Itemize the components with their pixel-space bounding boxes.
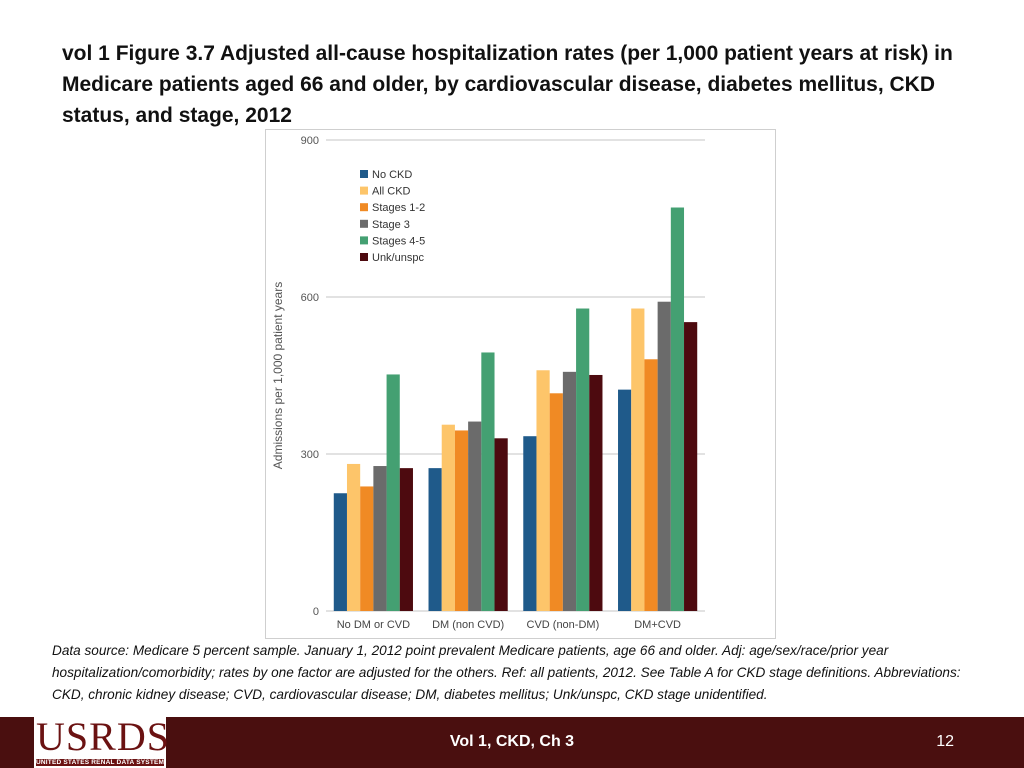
legend-label: No CKD	[372, 169, 412, 181]
logo-text: USRDS	[36, 714, 170, 759]
slide-title: vol 1 Figure 3.7 Adjusted all-cause hosp…	[62, 42, 953, 127]
bar	[536, 370, 550, 611]
bar	[576, 308, 590, 611]
legend-label: Unk/unspc	[372, 252, 424, 264]
bar	[468, 421, 482, 611]
y-tick-label: 600	[301, 292, 319, 304]
y-tick-label: 900	[301, 135, 319, 147]
bar	[428, 468, 442, 611]
bar-chart: 0 300 600 900 Admissions per 1,000 patient y…	[271, 135, 705, 631]
bar	[373, 466, 387, 611]
bar	[562, 371, 577, 611]
chart-frame: 0 300 600 900 Admissions per 1,000 patient y…	[265, 129, 776, 639]
bar	[360, 486, 374, 611]
y-tick-label: 300	[301, 449, 319, 461]
bar	[454, 430, 469, 611]
legend-swatch	[360, 170, 368, 178]
data-source-footnote: Data source: Medicare 5 percent sample. …	[52, 643, 961, 702]
footer-bar	[0, 717, 1024, 768]
bar	[670, 207, 685, 611]
legend-swatch	[360, 219, 368, 228]
legend-label: Stages 1-2	[372, 202, 425, 214]
y-axis-label: Admissions per 1,000 patient years	[271, 282, 285, 469]
x-tick-label: DM+CVD	[634, 619, 681, 631]
logo-subtitle: UNITED STATES RENAL DATA SYSTEM	[36, 759, 164, 766]
x-tick-label: DM (non CVD)	[432, 619, 504, 631]
legend-label: Stages 4-5	[372, 235, 425, 247]
bar	[549, 393, 563, 611]
bar	[657, 301, 671, 611]
bar	[644, 359, 658, 611]
legend-label: All CKD	[372, 186, 411, 198]
bar	[441, 424, 455, 611]
usrds-logo: USRDS UNITED STATES RENAL DATA SYSTEM	[34, 713, 170, 768]
legend-swatch	[360, 253, 368, 261]
bar	[346, 463, 361, 611]
bar	[494, 438, 508, 611]
bar	[333, 493, 347, 611]
legend-swatch	[360, 203, 368, 212]
bar	[386, 374, 400, 611]
bar	[684, 322, 698, 611]
footer-chapter-label: Vol 1, CKD, Ch 3	[449, 733, 575, 750]
bar	[481, 352, 495, 611]
x-tick-label: No DM or CVD	[337, 619, 410, 631]
page-number: 12	[936, 733, 954, 750]
bar	[523, 436, 537, 611]
bar	[399, 468, 413, 611]
bar	[618, 389, 632, 611]
legend-label: Stage 3	[372, 219, 410, 231]
legend-swatch	[360, 236, 368, 245]
legend-swatch	[360, 186, 368, 195]
y-tick-label: 0	[313, 606, 319, 618]
bar	[589, 374, 603, 611]
x-tick-label: CVD (non-DM)	[527, 619, 600, 631]
bar	[631, 308, 645, 611]
